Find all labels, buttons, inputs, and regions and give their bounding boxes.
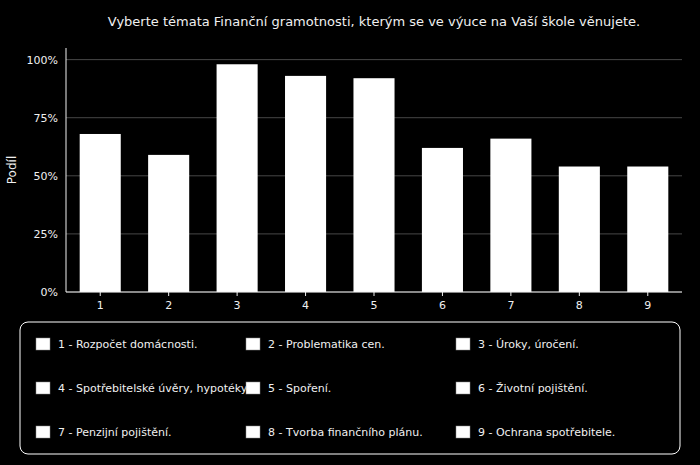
y-tick-label: 25%	[34, 228, 58, 241]
x-tick-label: 1	[97, 299, 104, 312]
y-axis-label: Podíl	[5, 156, 19, 184]
annotation: 7 - Penzijní pojištění.	[58, 426, 172, 439]
bar	[559, 167, 600, 292]
x-tick	[579, 292, 580, 296]
legend-swatch	[36, 382, 50, 394]
annotation: 4 - Spotřebitelské úvěry, hypotéky.	[58, 382, 249, 395]
y-tick-label: 50%	[34, 170, 58, 183]
x-tick-label: 8	[576, 299, 583, 312]
title: Vyberte témata Finanční gramotnosti, kte…	[108, 14, 640, 29]
legend-swatch	[456, 382, 470, 394]
x-tick-label: 3	[234, 299, 241, 312]
x-tick-label: 4	[302, 299, 309, 312]
annotation: 2 - Problematika cen.	[268, 338, 385, 351]
annotation: 3 - Úroky, úročení.	[478, 338, 579, 351]
y-axis-line	[66, 48, 67, 292]
x-tick	[305, 292, 306, 296]
legend-swatch	[456, 338, 470, 350]
bar	[80, 134, 121, 292]
x-tick-label: 6	[439, 299, 446, 312]
x-tick	[442, 292, 443, 296]
bar	[490, 139, 531, 292]
annotation: 9 - Ochrana spotřebitele.	[478, 426, 615, 439]
x-tick	[168, 292, 169, 296]
legend-swatch	[246, 382, 260, 394]
bar	[285, 76, 326, 292]
legend-swatch	[246, 426, 260, 438]
bar	[148, 155, 189, 292]
y-tick-label: 100%	[27, 54, 58, 67]
x-tick	[100, 292, 101, 296]
chart: Vyberte témata Finanční gramotnosti, kte…	[0, 0, 700, 465]
bar	[627, 167, 668, 292]
legend-swatch	[246, 338, 260, 350]
x-tick	[237, 292, 238, 296]
bars	[80, 64, 669, 292]
y-tick-label: 0%	[41, 286, 58, 299]
x-tick-label: 9	[644, 299, 651, 312]
x-tick	[510, 292, 511, 296]
x-tick-label: 2	[165, 299, 172, 312]
bar	[353, 78, 394, 292]
x-tick-label: 5	[371, 299, 378, 312]
legend-swatch	[36, 338, 50, 350]
annotation: 8 - Tvorba finančního plánu.	[268, 426, 423, 439]
y-tick-label: 75%	[34, 112, 58, 125]
bar	[422, 148, 463, 292]
legend-swatch	[456, 426, 470, 438]
annotation: 6 - Životní pojištění.	[478, 382, 588, 395]
annotation: 5 - Spoření.	[268, 382, 331, 395]
annotation: 1 - Rozpočet domácnosti.	[58, 338, 197, 351]
legend-box	[20, 322, 680, 454]
x-tick	[647, 292, 648, 296]
background	[0, 0, 700, 465]
bar	[217, 64, 258, 292]
legend-swatch	[36, 426, 50, 438]
grid-line	[66, 59, 682, 60]
x-tick-label: 7	[507, 299, 514, 312]
x-tick	[374, 292, 375, 296]
